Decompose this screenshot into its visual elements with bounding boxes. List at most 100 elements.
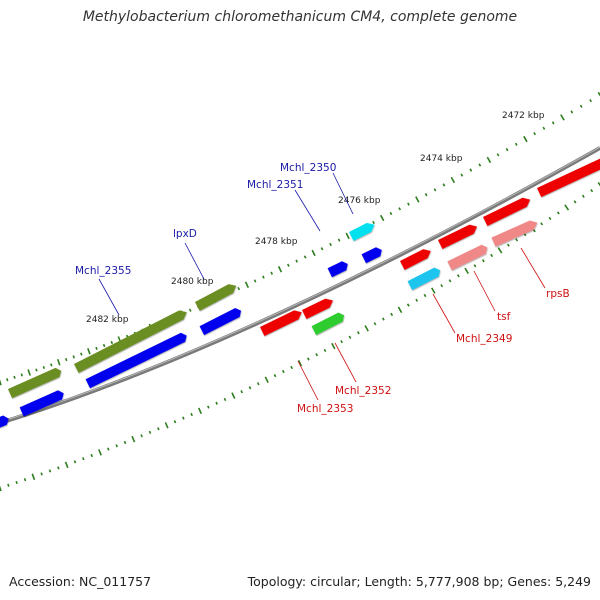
gene-lpxD[interactable] (195, 281, 239, 311)
inner-tick (440, 284, 444, 288)
inner-tick (7, 483, 10, 487)
gene-olive-left[interactable] (8, 366, 63, 399)
gene-rpsB-outer[interactable] (537, 156, 600, 198)
callout-line-Mchl_2349 (432, 293, 456, 334)
inner-tick (473, 264, 477, 268)
inner-tick (415, 298, 419, 302)
gene-label-Mchl_2350[interactable]: Mchl_2350 (280, 162, 336, 174)
gene-pink-2[interactable] (447, 243, 489, 271)
inner-tick (23, 478, 27, 482)
inner-tick (290, 365, 294, 370)
outer-tick (87, 348, 91, 355)
outer-tick (95, 346, 98, 350)
gene-label-tsf[interactable]: tsf (497, 311, 511, 323)
gene-tsf[interactable] (491, 218, 539, 247)
outer-tick (329, 242, 332, 247)
outer-tick (542, 126, 546, 130)
scale-label-2480: 2480 kbp (171, 277, 214, 287)
inner-tick (73, 460, 77, 464)
callout-line-tsf (473, 270, 496, 312)
outer-tick (20, 373, 23, 377)
gene-label-Mchl_2351[interactable]: Mchl_2351 (247, 179, 303, 191)
outer-tick (72, 355, 75, 359)
gene-red-outer-1[interactable] (483, 195, 532, 226)
gene-label-Mchl_2355[interactable]: Mchl_2355 (75, 265, 131, 277)
outer-tick (110, 340, 114, 345)
outer-tick (80, 352, 83, 356)
callout-line-Mchl_2352 (334, 342, 357, 383)
inner-tick (348, 335, 352, 339)
inner-tick (31, 473, 36, 481)
gene-track-outer (8, 156, 600, 399)
gene-blue-inner-3[interactable] (19, 389, 66, 417)
outer-tick (270, 271, 274, 275)
outer-tick (514, 142, 518, 146)
inner-tick (98, 449, 102, 456)
outer-tick (570, 110, 574, 114)
inner-tick (506, 243, 510, 247)
gene-label-Mchl_2352[interactable]: Mchl_2352 (335, 385, 391, 397)
inner-tick (123, 440, 127, 445)
gene-Mchl_2352[interactable] (311, 311, 347, 336)
inner-tick (140, 434, 143, 438)
gene-label-Mchl_2349[interactable]: Mchl_2349 (456, 333, 512, 345)
outer-tick (188, 308, 192, 312)
gene-blue-inner-1[interactable] (199, 306, 244, 336)
gene-red-mid[interactable] (302, 296, 335, 319)
gene-red-outer-3[interactable] (400, 246, 433, 270)
outer-tick (237, 286, 241, 291)
inner-tick (581, 194, 585, 198)
inner-tick (340, 340, 344, 344)
inner-tick (148, 430, 152, 434)
inner-tick (207, 405, 210, 409)
inner-tick (356, 331, 360, 335)
inner-tick (281, 369, 285, 374)
outer-tick (50, 363, 53, 367)
outer-tick (389, 211, 393, 216)
outer-tick (295, 259, 299, 263)
outer-tick (560, 114, 565, 121)
outer-tick (372, 220, 375, 225)
red-callouts (297, 247, 546, 401)
outer-tick (286, 263, 290, 267)
outer-tick (579, 104, 583, 108)
callout-line-rpsB (520, 247, 546, 289)
outer-tick (303, 255, 307, 259)
gene-Mchl_2353[interactable] (260, 308, 304, 336)
gene-label-lpxD[interactable]: lpxD (173, 228, 197, 240)
inner-tick (240, 390, 244, 394)
gene-blue-inner-edge[interactable] (0, 414, 11, 428)
inner-tick (82, 457, 85, 461)
outer-tick (56, 358, 61, 366)
accession-text: Accession: NC_011757 (9, 574, 152, 589)
gene-Mchl_2350[interactable] (349, 220, 377, 241)
inner-tick (515, 238, 519, 242)
outer-tick (262, 275, 265, 279)
inner-tick (556, 211, 560, 215)
outer-tick (442, 183, 446, 187)
callout-line-Mchl_2353 (297, 360, 319, 401)
outer-tick (424, 193, 428, 197)
gene-Mchl_2355[interactable] (74, 308, 189, 373)
genome-backbone (0, 146, 600, 425)
gene-label-rpsB[interactable]: rpsB (546, 288, 570, 300)
gene-Mchl_2351[interactable] (327, 259, 350, 278)
inner-tick (215, 401, 218, 405)
outer-tick (433, 188, 437, 192)
inner-tick (297, 360, 303, 367)
gene-red-outer-2[interactable] (438, 222, 479, 249)
gene-blue-inner-2[interactable] (85, 331, 189, 389)
gene-label-Mchl_2353[interactable]: Mchl_2353 (297, 403, 353, 415)
inner-tick (15, 480, 18, 485)
gene-blue-small-1[interactable] (361, 245, 384, 264)
inner-tick (131, 435, 136, 443)
gene-Mchl_2349[interactable] (407, 266, 443, 291)
inner-tick (64, 461, 69, 469)
outer-tick (533, 132, 536, 136)
inner-tick (173, 420, 177, 424)
inner-tick (231, 392, 236, 399)
inner-tick (256, 382, 260, 386)
outer-tick (337, 238, 341, 242)
inner-tick (597, 181, 600, 187)
